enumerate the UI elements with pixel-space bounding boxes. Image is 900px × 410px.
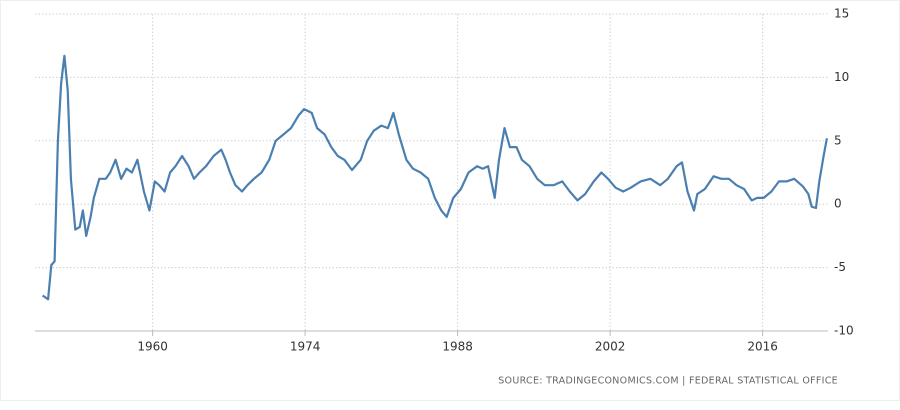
source: SOURCE: TRADINGECONOMICS.COM | FEDERAL S… <box>498 376 838 387</box>
y-tick-label: -10 <box>834 324 854 338</box>
x-tick-label: 1974 <box>290 340 321 354</box>
x-tick-label: 1960 <box>137 340 168 354</box>
y-tick-label: -5 <box>834 260 846 274</box>
x-tick-label: 2002 <box>595 340 626 354</box>
x-tick-label: 1988 <box>442 340 473 354</box>
y-tick-label: 5 <box>834 133 842 147</box>
y-tick-label: 10 <box>834 70 849 84</box>
y-tick-label: 0 <box>834 197 842 211</box>
line <box>41 54 828 301</box>
y-tick-label: 15 <box>834 7 849 21</box>
x-tick-label: 2016 <box>747 340 778 354</box>
